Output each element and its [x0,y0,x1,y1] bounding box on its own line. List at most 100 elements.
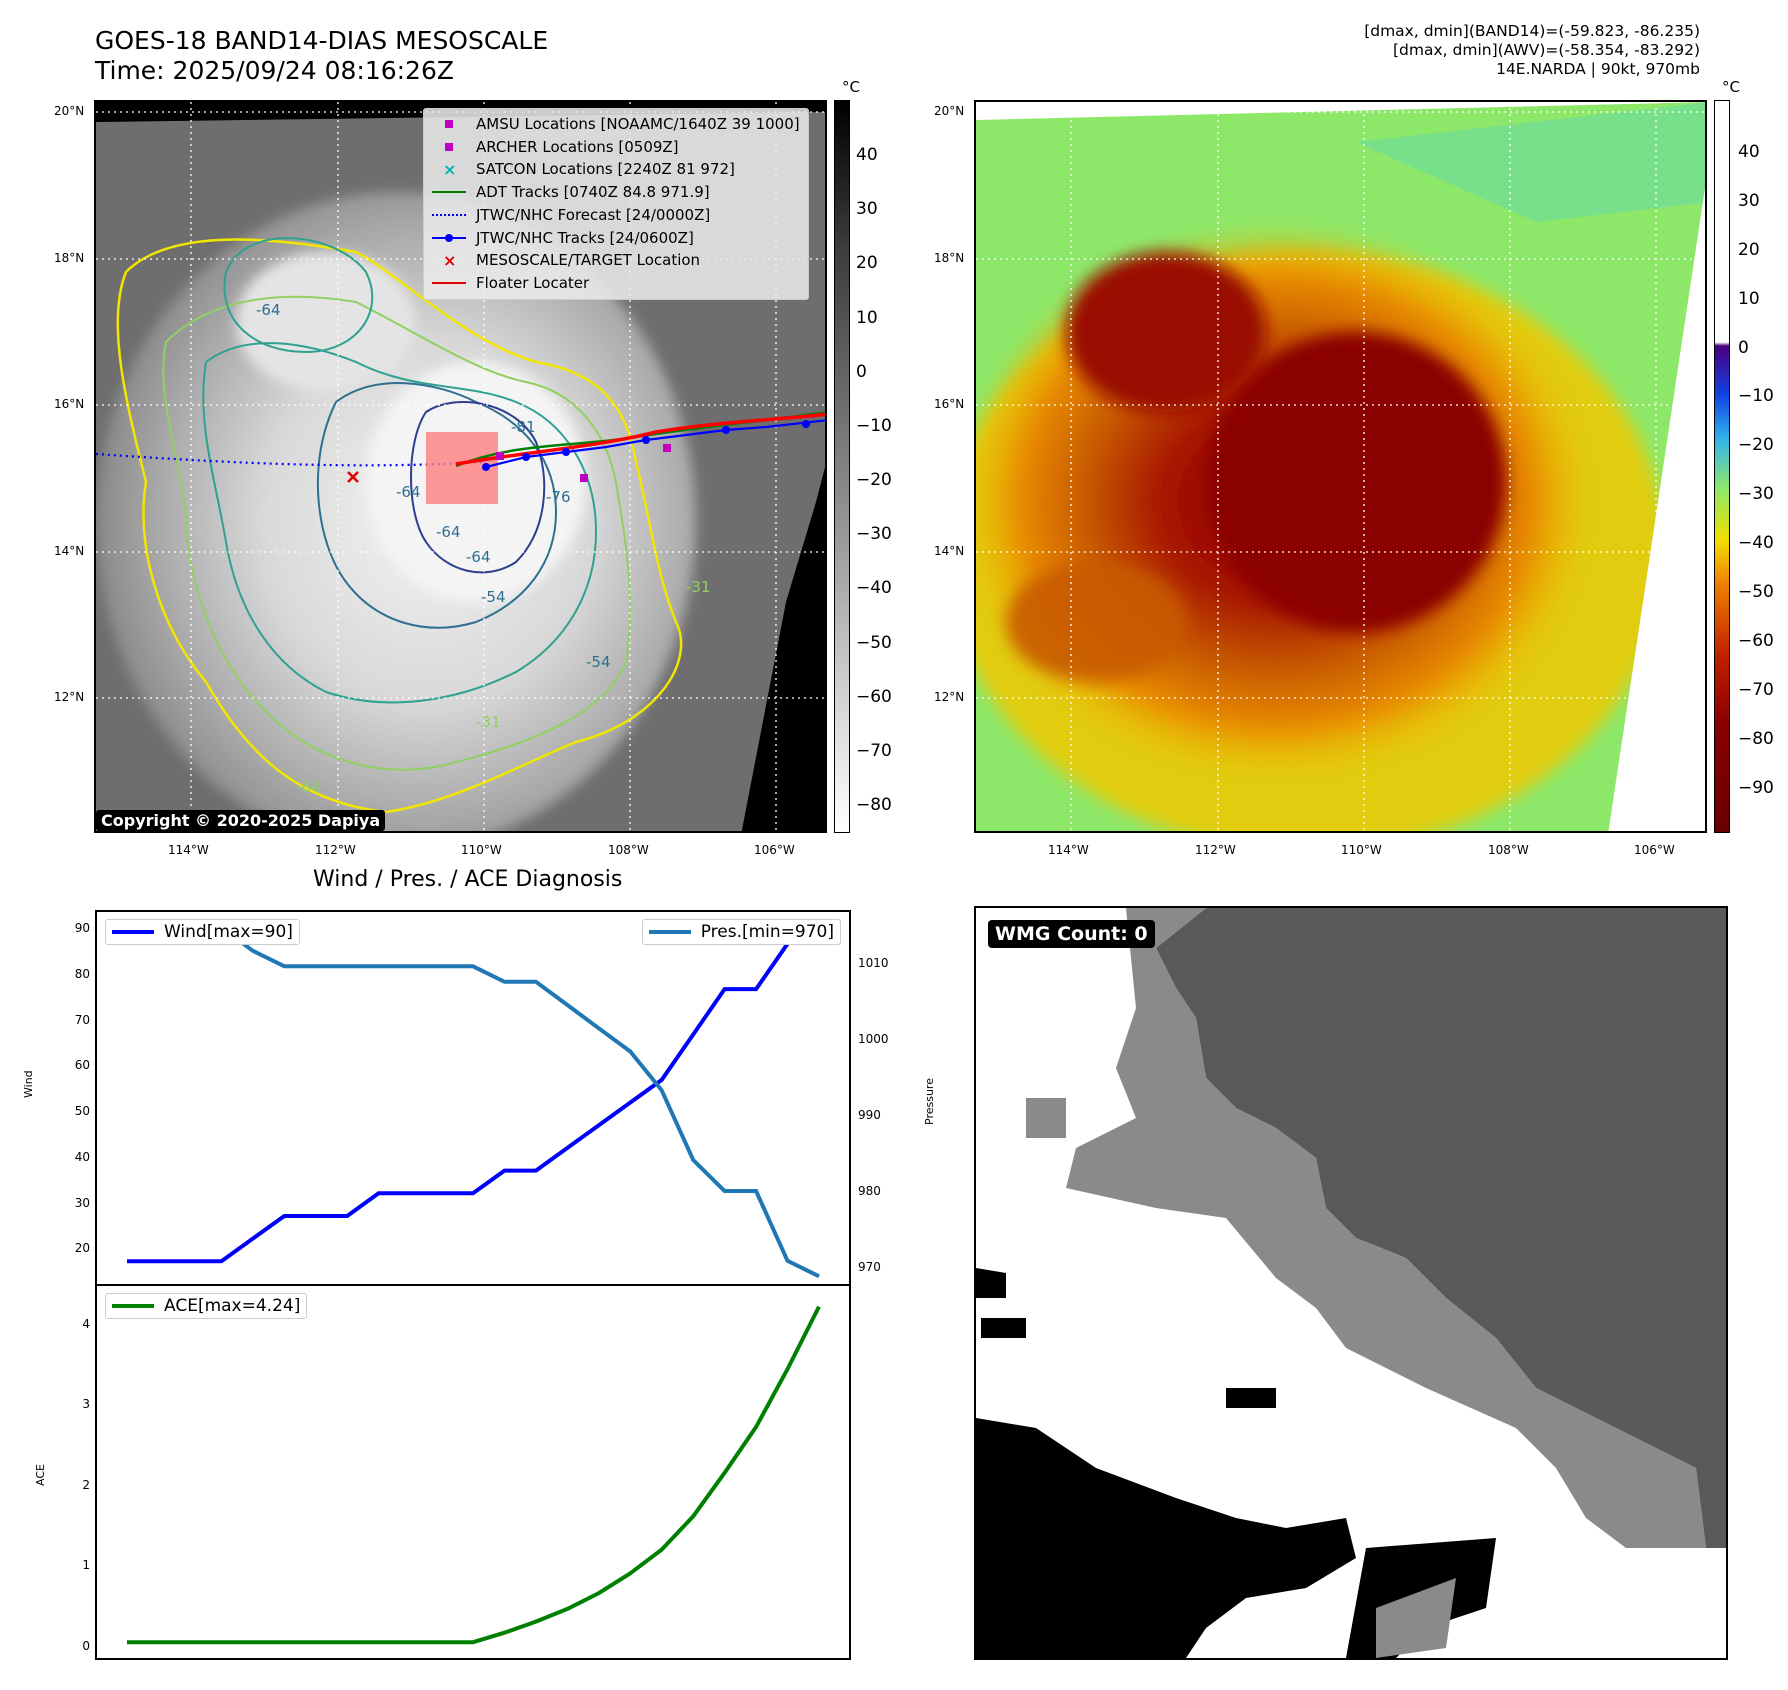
awv-cbar-tick: −70 [1738,680,1774,700]
title-line-1: GOES-18 BAND14-DIAS MESOSCALE [95,26,549,55]
lon-tick: 112°W [1195,843,1236,857]
ir-colorbar [834,100,850,833]
pressure-tick: 1000 [858,1032,889,1046]
ir-cbar-tick: −20 [856,470,892,490]
lon-tick: 110°W [1341,843,1382,857]
ace-tick: 0 [82,1639,90,1653]
ace-tick: 3 [82,1397,90,1411]
ir-cbar-tick: −60 [856,687,892,707]
awv-cbar-tick: −60 [1738,631,1774,651]
ace-legend: ACE[max=4.24] [105,1293,308,1319]
ir-cbar-tick: −50 [856,633,892,653]
awv-cbar-tick: −80 [1738,729,1774,749]
lat-tick: 18°N [54,251,85,265]
pressure-series-line [127,925,820,1279]
wmg-panel: WMG Count: 0 [974,906,1728,1660]
wind-ticks: 90 80 70 60 50 40 30 20 [50,910,90,1286]
figure-title: GOES-18 BAND14-DIAS MESOSCALE Time: 2025… [95,26,548,86]
pressure-tick: 1010 [858,956,889,970]
ace-tick: 4 [82,1317,90,1331]
lon-tick: 114°W [168,843,209,857]
line-icon [112,930,154,934]
wind-series-line [127,919,821,1264]
pressure-ticks: 1010 1000 990 980 970 [858,910,918,1286]
ir-cbar-tick: −30 [856,524,892,544]
info-line-2: [dmax, dmin](AWV)=(-58.354, -83.292) [1393,41,1700,59]
dotted-line-icon [432,208,466,222]
contour-label: -76 [546,488,571,506]
wind-tick: 60 [74,1058,90,1072]
legend-item-tracks: JTWC/NHC Tracks [24/0600Z] [432,227,800,250]
wind-tick: 20 [74,1241,90,1255]
diagnosis-title: Wind / Pres. / ACE Diagnosis [313,867,623,892]
awv-colorbar-unit: °C [1722,78,1740,96]
wind-legend: Wind[max=90] [105,919,300,945]
lat-tick: 12°N [934,690,965,704]
legend-item-archer: ARCHER Locations [0509Z] [432,136,800,159]
x-marker-icon: × [443,250,457,270]
awv-cbar-tick: 0 [1738,338,1749,358]
lat-tick: 12°N [54,690,85,704]
ir-cbar-tick: 40 [856,145,878,165]
wmg-image [976,908,1726,1658]
lat-tick: 14°N [934,544,965,558]
awv-map-panel [974,100,1707,833]
contour-label: -54 [481,588,506,606]
pressure-legend: Pres.[min=970] [641,919,841,945]
title-line-2: Time: 2025/09/24 08:16:26Z [95,56,454,85]
awv-cbar-tick: −30 [1738,484,1774,504]
awv-cbar-tick: −50 [1738,582,1774,602]
awv-cbar-tick: −20 [1738,435,1774,455]
contour-label: -31 [686,578,711,596]
square-marker-icon [432,140,466,154]
info-line-3: 14E.NARDA | 90kt, 970mb [1496,60,1700,78]
legend-item-adt: ADT Tracks [0740Z 84.8 971.9] [432,181,800,204]
pressure-tick: 970 [858,1260,881,1274]
wind-pressure-axes: Wind[max=90] Pres.[min=970] [95,910,851,1286]
lat-tick: 20°N [934,104,965,118]
ace-axes: ACE[max=4.24] [95,1284,851,1660]
awv-colorbar-ticks: 40 30 20 10 0 −10 −20 −30 −40 −50 −60 −7… [1738,100,1788,833]
line-icon [648,930,691,934]
awv-cbar-tick: 10 [1738,289,1760,309]
lat-tick: 16°N [934,397,965,411]
ir-cbar-tick: −10 [856,416,892,436]
ir-cbar-tick: −70 [856,741,892,761]
ir-cbar-tick: 0 [856,362,867,382]
awv-cbar-tick: 30 [1738,191,1760,211]
ir-colorbar-ticks: 40 30 20 10 0 −10 −20 −30 −40 −50 −60 −7… [856,100,916,833]
lon-tick: 110°W [461,843,502,857]
lat-tick: 14°N [54,544,85,558]
ace-series-line [127,1305,821,1645]
wind-tick: 30 [74,1196,90,1210]
contour-label: -64 [466,548,491,566]
lon-tick: 114°W [1048,843,1089,857]
wind-tick: 70 [74,1013,90,1027]
contour-label: -31 [476,713,501,731]
ir-cbar-tick: 30 [856,199,878,219]
ir-cbar-tick: 10 [856,308,878,328]
contour-label: -81 [511,418,536,436]
wind-tick: 40 [74,1150,90,1164]
pressure-tick: 990 [858,1108,881,1122]
awv-cbar-tick: −90 [1738,778,1774,798]
ir-map-panel: -64 -64 -64 -64 -76 -81 -54 -54 -31 -31 … [94,100,827,833]
lon-tick: 108°W [608,843,649,857]
contour-label: -64 [256,301,281,319]
pressure-axis-label: Pressure [923,1078,936,1125]
awv-colorbar [1714,100,1730,833]
line-icon [112,1304,154,1308]
ir-cbar-tick: −40 [856,578,892,598]
info-line-1: [dmax, dmin](BAND14)=(-59.823, -86.235) [1364,22,1700,40]
awv-cbar-tick: 40 [1738,142,1760,162]
legend-item-amsu: AMSU Locations [NOAAMC/1640Z 39 1000] [432,113,800,136]
awv-cbar-tick: −40 [1738,533,1774,553]
wind-axis-label: Wind [22,1070,35,1098]
line-dot-icon [432,231,466,245]
legend-item-target: × MESOSCALE/TARGET Location [432,249,800,272]
ace-tick: 1 [82,1558,90,1572]
contour-label: -64 [296,778,321,796]
square-marker-icon [432,117,466,131]
line-marker-icon [432,276,466,290]
legend-item-satcon: × SATCON Locations [2240Z 81 972] [432,158,800,181]
